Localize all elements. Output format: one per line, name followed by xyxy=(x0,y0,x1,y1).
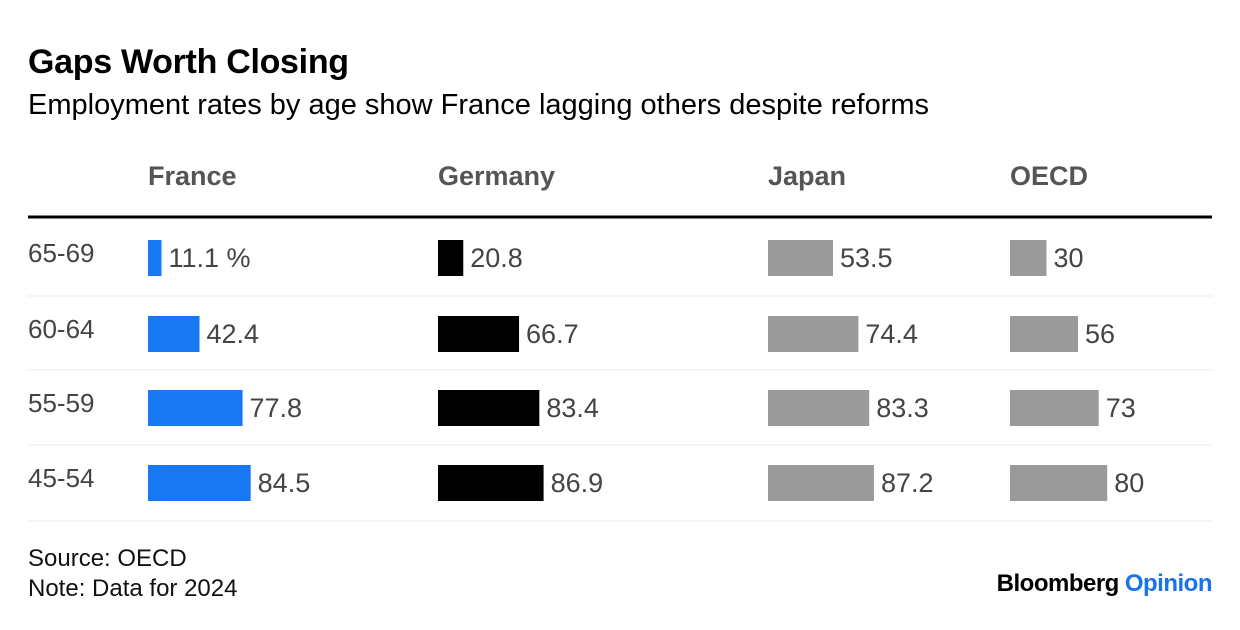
value-label-germany-60-64: 66.7 xyxy=(526,319,579,349)
bar-germany-45-54 xyxy=(438,465,544,501)
brand-name: Bloomberg xyxy=(996,570,1120,597)
column-header-oecd: OECD xyxy=(1010,161,1088,191)
value-label-japan-60-64: 74.4 xyxy=(865,319,918,349)
chart-subtitle: Employment rates by age show France lagg… xyxy=(28,89,930,121)
value-label-oecd-55-59: 73 xyxy=(1106,393,1136,423)
chart-title: Gaps Worth Closing xyxy=(28,43,349,81)
bar-oecd-60-64 xyxy=(1010,316,1079,352)
bar-japan-55-59 xyxy=(768,390,870,426)
value-label-oecd-65-69: 30 xyxy=(1053,243,1083,273)
bar-oecd-55-59 xyxy=(1010,390,1099,426)
data-note: Note: Data for 2024 xyxy=(28,575,238,602)
value-label-oecd-60-64: 56 xyxy=(1085,319,1115,349)
bar-germany-60-64 xyxy=(438,316,520,352)
value-label-germany-55-59: 83.4 xyxy=(546,393,599,423)
column-header-france: France xyxy=(148,161,237,191)
brand-logo: Bloomberg Opinion xyxy=(996,570,1213,598)
value-label-france-45-54: 84.5 xyxy=(258,468,311,498)
bar-france-65-69 xyxy=(148,240,162,276)
column-header-japan: Japan xyxy=(768,161,846,191)
value-label-germany-45-54: 86.9 xyxy=(551,468,604,498)
value-label-france-60-64: 42.4 xyxy=(207,319,260,349)
value-label-france-55-59: 77.8 xyxy=(250,393,303,423)
value-label-oecd-45-54: 80 xyxy=(1114,468,1144,498)
value-label-japan-55-59: 83.3 xyxy=(876,393,929,423)
bar-france-60-64 xyxy=(148,316,200,352)
bar-oecd-65-69 xyxy=(1010,240,1047,276)
column-header-germany: Germany xyxy=(438,161,555,191)
bar-germany-65-69 xyxy=(438,240,464,276)
bar-oecd-45-54 xyxy=(1010,465,1108,501)
bar-japan-65-69 xyxy=(768,240,834,276)
bar-france-55-59 xyxy=(148,390,243,426)
bar-germany-55-59 xyxy=(438,390,540,426)
bar-japan-60-64 xyxy=(768,316,859,352)
bar-japan-45-54 xyxy=(768,465,874,501)
value-label-japan-65-69: 53.5 xyxy=(840,243,893,273)
row-label-45-54: 45-54 xyxy=(28,463,95,493)
value-label-japan-45-54: 87.2 xyxy=(881,468,934,498)
row-label-60-64: 60-64 xyxy=(28,314,95,344)
value-label-germany-65-69: 20.8 xyxy=(470,243,523,273)
brand-suffix: Opinion xyxy=(1124,570,1213,597)
bar-france-45-54 xyxy=(148,465,251,501)
source-note: Source: OECD xyxy=(28,545,187,572)
row-label-65-69: 65-69 xyxy=(28,238,95,268)
value-label-france-65-69: 11.1 % xyxy=(168,243,250,273)
row-label-55-59: 55-59 xyxy=(28,388,95,418)
